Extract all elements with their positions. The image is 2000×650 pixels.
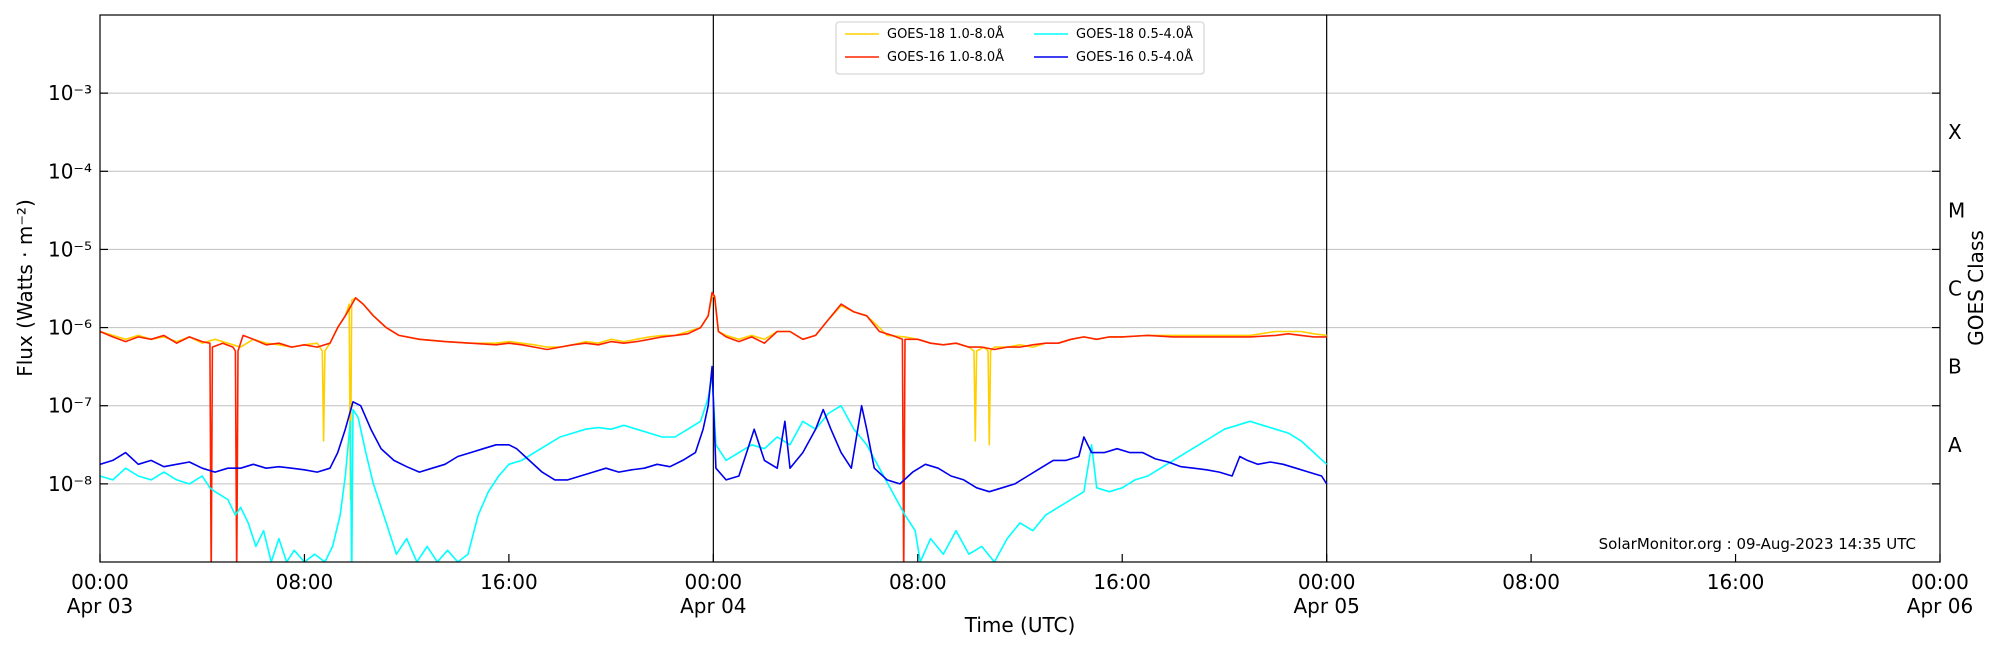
y-tick-label: 10⁻⁵	[48, 237, 92, 261]
y-tick-label: 10⁻⁷	[48, 394, 92, 418]
x-tick-time-label: 00:00	[1298, 570, 1356, 594]
goes-class-label: X	[1948, 120, 1962, 144]
day-boundary-lines	[712, 15, 1328, 562]
x-tick-time-label: 16:00	[1707, 570, 1765, 594]
x-axis-label: Time (UTC)	[964, 613, 1076, 637]
x-tick-time-label: 08:00	[276, 570, 334, 594]
series-line	[100, 365, 1328, 493]
x-tick-date-label: Apr 05	[1293, 594, 1359, 618]
goes-class-label: B	[1948, 355, 1962, 379]
legend-label: GOES-18 0.5-4.0Å	[1076, 26, 1193, 42]
y-tick-label: 10⁻⁶	[48, 316, 92, 340]
x-tick-time-label: 00:00	[685, 570, 743, 594]
plot-background	[100, 15, 1940, 562]
legend-label: GOES-18 1.0-8.0Å	[887, 26, 1004, 42]
y-axis-label: Flux (Watts · m⁻²)	[13, 199, 37, 377]
x-tick-time-label: 08:00	[1502, 570, 1560, 594]
series-line	[100, 373, 1328, 562]
y-tick-label: 10⁻³	[48, 81, 92, 105]
data-series	[100, 291, 1328, 562]
x-tick-time-label: 16:00	[1093, 570, 1151, 594]
x-tick-time-label: 00:00	[1911, 570, 1969, 594]
y2-axis-label: GOES Class	[1964, 230, 1988, 346]
x-tick-date-label: Apr 04	[680, 594, 746, 618]
y-tick-label: 10⁻⁸	[48, 472, 92, 496]
y-tick-label: 10⁻⁴	[48, 159, 92, 183]
x-tick-date-label: Apr 06	[1907, 594, 1973, 618]
plot-frame	[99, 14, 1941, 563]
x-tick-time-label: 00:00	[71, 570, 129, 594]
x-tick-time-label: 16:00	[480, 570, 538, 594]
goes-class-label: M	[1948, 198, 1965, 222]
legend: GOES-18 1.0-8.0Å GOES-16 1.0-8.0Å GOES-18 …	[835, 21, 1205, 75]
y-axis-ticks: 10⁻⁸ 10⁻⁷ 10⁻⁶ 10⁻⁵ 10⁻⁴ 10⁻³	[48, 81, 1940, 496]
x-tick-date-label: Apr 03	[67, 594, 133, 618]
legend-label: GOES-16 0.5-4.0Å	[1076, 49, 1193, 65]
x-tick-time-label: 08:00	[889, 570, 947, 594]
goes-class-labels: A B C M X	[1948, 120, 1965, 457]
series-line	[100, 291, 1327, 562]
goes-class-label: A	[1948, 433, 1962, 457]
legend-box	[835, 21, 1205, 75]
credit-text: SolarMonitor.org : 09-Aug-2023 14:35 UTC	[1599, 535, 1916, 553]
goes-class-label: C	[1948, 277, 1962, 301]
grid-lines	[100, 92, 1940, 485]
legend-label: GOES-16 1.0-8.0Å	[887, 49, 1004, 65]
